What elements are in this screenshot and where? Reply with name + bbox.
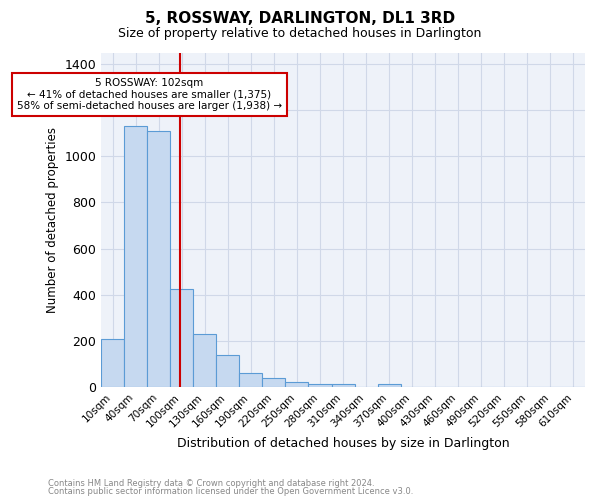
Bar <box>147 131 170 387</box>
Bar <box>377 384 401 387</box>
Bar <box>170 289 193 387</box>
Text: 5 ROSSWAY: 102sqm
← 41% of detached houses are smaller (1,375)
58% of semi-detac: 5 ROSSWAY: 102sqm ← 41% of detached hous… <box>17 78 282 111</box>
Y-axis label: Number of detached properties: Number of detached properties <box>46 127 59 313</box>
Bar <box>262 378 286 387</box>
Bar <box>216 354 239 387</box>
Text: Contains public sector information licensed under the Open Government Licence v3: Contains public sector information licen… <box>48 487 413 496</box>
Text: Size of property relative to detached houses in Darlington: Size of property relative to detached ho… <box>118 28 482 40</box>
Bar <box>101 338 124 387</box>
Bar <box>193 334 216 387</box>
Bar <box>239 373 262 387</box>
Text: Contains HM Land Registry data © Crown copyright and database right 2024.: Contains HM Land Registry data © Crown c… <box>48 478 374 488</box>
X-axis label: Distribution of detached houses by size in Darlington: Distribution of detached houses by size … <box>177 437 509 450</box>
Text: 5, ROSSWAY, DARLINGTON, DL1 3RD: 5, ROSSWAY, DARLINGTON, DL1 3RD <box>145 11 455 26</box>
Bar <box>308 384 332 387</box>
Bar <box>332 384 355 387</box>
Bar <box>286 382 308 387</box>
Bar <box>124 126 147 387</box>
